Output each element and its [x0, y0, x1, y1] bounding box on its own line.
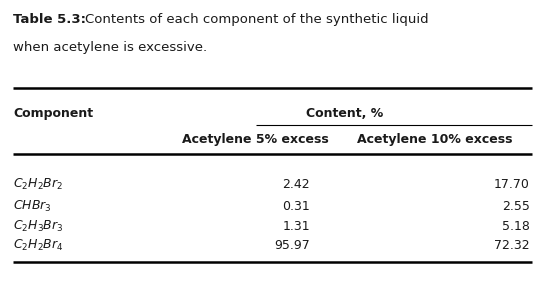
Text: 95.97: 95.97	[274, 239, 310, 252]
Text: Acetylene 5% excess: Acetylene 5% excess	[182, 134, 328, 146]
Text: Content, %: Content, %	[306, 107, 384, 120]
Text: 2.55: 2.55	[502, 200, 530, 213]
Text: 17.70: 17.70	[494, 177, 530, 191]
Text: Table 5.3:: Table 5.3:	[13, 13, 86, 26]
Text: $CHBr_3$: $CHBr_3$	[13, 199, 51, 214]
Text: 72.32: 72.32	[494, 239, 530, 252]
Text: $C_2H_2Br_2$: $C_2H_2Br_2$	[13, 177, 63, 192]
Text: Contents of each component of the synthetic liquid: Contents of each component of the synthe…	[85, 13, 429, 26]
Text: 2.42: 2.42	[282, 177, 310, 191]
Text: 1.31: 1.31	[282, 220, 310, 232]
Text: $C_2H_2Br_4$: $C_2H_2Br_4$	[13, 238, 63, 253]
Text: $C_2H_3Br_3$: $C_2H_3Br_3$	[13, 219, 63, 234]
Text: when acetylene is excessive.: when acetylene is excessive.	[13, 41, 207, 55]
Text: Acetylene 10% excess: Acetylene 10% excess	[357, 134, 513, 146]
Text: 0.31: 0.31	[282, 200, 310, 213]
Text: 5.18: 5.18	[502, 220, 530, 232]
Text: Component: Component	[13, 107, 93, 120]
